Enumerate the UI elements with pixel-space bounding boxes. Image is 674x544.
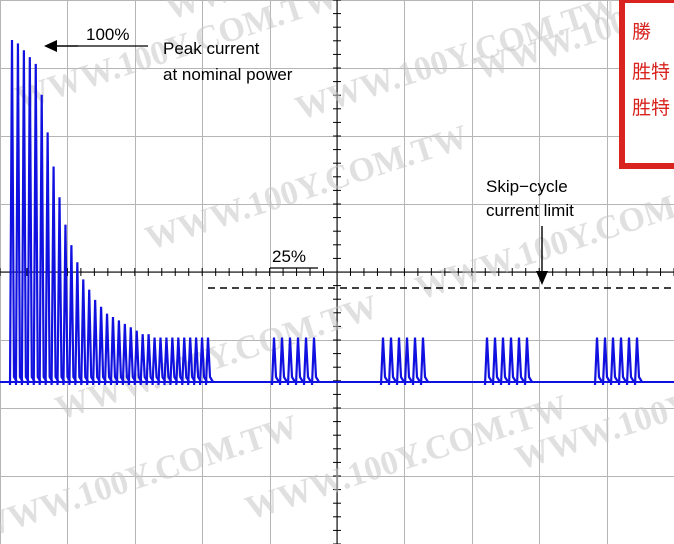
watermark-text: WWW.100Y.COM.TW — [141, 118, 473, 257]
stamp-line-3: 胜特 — [632, 97, 670, 119]
skip-cycle-label: Skip−cycle — [486, 177, 568, 196]
burst-pulse — [625, 337, 635, 386]
skip-percent-label: 25% — [272, 247, 306, 266]
burst-pulse — [411, 337, 421, 386]
burst-pulse — [499, 337, 509, 386]
burst-pulse — [523, 337, 533, 386]
burst-pulse — [507, 337, 517, 386]
burst-pulse — [483, 337, 493, 386]
startup-pulse — [204, 337, 214, 386]
current-trace — [0, 39, 674, 386]
burst-pulse — [395, 337, 405, 386]
nominal-power-label: at nominal power — [163, 65, 293, 84]
burst-pulse — [601, 337, 611, 386]
skip-arrow-head — [536, 271, 548, 285]
burst-pulse — [515, 337, 525, 386]
peak-current-label: Peak current — [163, 39, 260, 58]
burst-pulse — [270, 337, 280, 386]
peak-percent-label: 100% — [86, 25, 129, 44]
stamp-line-1: 勝 — [632, 21, 651, 43]
burst-pulse — [302, 337, 312, 386]
stamp-line-2: 胜特 — [632, 61, 670, 83]
burst-pulse — [633, 337, 643, 386]
burst-pulse — [286, 337, 296, 386]
burst-pulse — [294, 337, 304, 386]
burst-pulse — [310, 337, 320, 386]
peak-arrow-head — [44, 40, 57, 52]
current-limit-label: current limit — [486, 201, 574, 220]
burst-pulse — [403, 337, 413, 386]
burst-pulse — [593, 337, 603, 386]
burst-pulse — [387, 337, 397, 386]
burst-pulse — [278, 337, 288, 386]
stamp-logo: 勝 胜特 胜特 — [619, 0, 674, 169]
burst-pulse — [491, 337, 501, 386]
burst-pulse — [609, 337, 619, 386]
burst-pulse — [379, 337, 389, 386]
burst-pulse — [419, 337, 429, 386]
burst-pulse — [617, 337, 627, 386]
